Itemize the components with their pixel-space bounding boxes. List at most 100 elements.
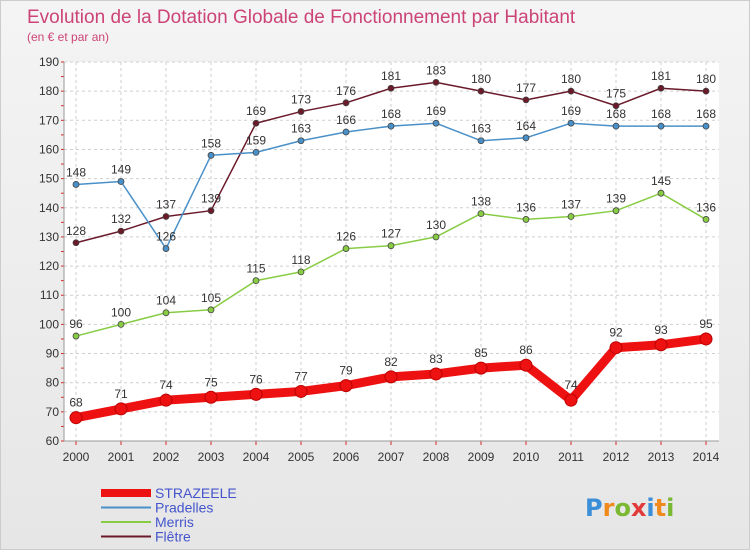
data-label-pradelles: 169: [561, 104, 581, 118]
data-label-fltre: 169: [246, 104, 266, 118]
data-label-merris: 96: [69, 317, 83, 331]
data-point-pradelles: [342, 128, 350, 136]
proxiti-logo: Proxiti: [585, 494, 674, 522]
data-label-strazeele: 85: [474, 346, 488, 360]
data-label-pradelles: 168: [381, 107, 401, 121]
data-point-strazeele: [429, 367, 443, 381]
y-tick-label: 100: [39, 317, 59, 331]
data-point-merris: [297, 268, 305, 276]
logo-letter: i: [666, 494, 674, 522]
data-point-pradelles: [567, 119, 575, 127]
data-point-merris: [522, 216, 530, 223]
data-point-pradelles: [657, 122, 665, 130]
data-point-merris: [72, 332, 80, 340]
data-label-strazeele: 77: [294, 369, 308, 383]
y-tick-label: 140: [39, 201, 59, 215]
data-label-pradelles: 163: [291, 122, 311, 136]
data-label-strazeele: 68: [69, 396, 83, 410]
data-label-pradelles: 166: [336, 113, 356, 127]
data-point-merris: [477, 210, 485, 218]
y-tick-label: 170: [39, 113, 59, 127]
x-tick-label: 2004: [243, 450, 270, 464]
x-tick-label: 2007: [378, 450, 405, 464]
data-point-fltre: [387, 84, 395, 92]
data-point-merris: [252, 277, 260, 285]
data-point-pradelles: [477, 137, 485, 145]
logo-letter: i: [646, 494, 654, 522]
y-tick-label: 120: [39, 259, 59, 273]
data-point-strazeele: [609, 341, 623, 355]
data-label-merris: 115: [246, 262, 265, 276]
y-tick-label: 180: [39, 84, 59, 98]
data-label-strazeele: 75: [204, 375, 218, 389]
data-point-merris: [162, 309, 170, 317]
logo-letter: o: [614, 494, 631, 522]
legend-label-merris: Merris: [155, 514, 194, 530]
logo-text: Proxiti: [585, 494, 674, 522]
data-point-pradelles: [432, 119, 440, 127]
data-point-fltre: [72, 239, 80, 247]
data-label-fltre: 180: [471, 72, 491, 86]
data-label-fltre: 181: [651, 69, 671, 83]
data-label-strazeele: 82: [384, 355, 398, 369]
logo-letter: t: [655, 494, 666, 522]
data-label-pradelles: 159: [246, 133, 266, 147]
x-tick-label: 2012: [603, 450, 630, 464]
y-tick-label: 70: [46, 405, 60, 419]
y-tick-label: 110: [40, 288, 59, 302]
data-label-pradelles: 158: [201, 136, 221, 150]
data-label-pradelles: 164: [516, 119, 536, 133]
data-point-fltre: [477, 87, 485, 95]
data-point-pradelles: [207, 151, 215, 159]
data-label-strazeele: 95: [699, 317, 713, 331]
data-point-strazeele: [249, 387, 263, 401]
x-tick-label: 2013: [648, 450, 675, 464]
data-point-pradelles: [387, 122, 395, 130]
data-point-merris: [207, 306, 215, 314]
data-label-fltre: 128: [66, 224, 86, 238]
data-label-merris: 104: [156, 294, 176, 308]
data-point-merris: [342, 245, 350, 252]
data-label-pradelles: 169: [426, 104, 446, 118]
x-tick-label: 2001: [108, 450, 135, 464]
data-point-merris: [567, 213, 575, 220]
data-point-fltre: [297, 108, 305, 115]
y-tick-label: 190: [39, 55, 59, 69]
data-point-merris: [117, 320, 125, 328]
data-point-strazeele: [159, 393, 173, 407]
data-point-fltre: [702, 87, 710, 95]
legend-label-fltre: Flêtre: [155, 529, 191, 545]
data-label-strazeele: 74: [159, 378, 173, 392]
y-tick-label: 160: [39, 142, 59, 156]
data-label-strazeele: 71: [114, 387, 128, 401]
data-label-fltre: 139: [201, 192, 221, 206]
data-label-merris: 138: [471, 195, 491, 209]
data-point-strazeele: [564, 393, 578, 407]
x-tick-label: 2014: [693, 450, 720, 464]
data-label-merris: 118: [291, 253, 310, 267]
data-point-fltre: [522, 96, 530, 104]
data-point-merris: [657, 189, 665, 197]
data-label-fltre: 137: [156, 198, 176, 212]
data-labels: 128 132 137 139 169 173 176 181 183 180 177 180 175 1…: [66, 63, 716, 409]
data-point-pradelles: [117, 178, 125, 185]
axes: 60 70 80 90 100 110 120 130 140 150 160 170 180 190 20…: [39, 55, 720, 464]
data-point-merris: [702, 216, 710, 223]
data-point-strazeele: [654, 338, 668, 352]
y-tick-label: 80: [46, 376, 60, 390]
x-tick-label: 2006: [333, 450, 360, 464]
x-tick-label: 2011: [558, 450, 584, 464]
data-label-fltre: 181: [381, 69, 401, 83]
data-label-merris: 127: [381, 227, 401, 241]
data-point-strazeele: [294, 384, 308, 398]
data-label-merris: 145: [651, 174, 671, 188]
x-tick-label: 2009: [468, 450, 495, 464]
logo-letter: r: [603, 494, 615, 522]
data-point-pradelles: [702, 122, 710, 130]
data-point-merris: [432, 233, 440, 241]
data-label-fltre: 180: [561, 72, 581, 86]
data-label-strazeele: 76: [249, 372, 263, 386]
data-point-fltre: [657, 84, 665, 92]
x-tick-label: 2005: [288, 450, 315, 464]
